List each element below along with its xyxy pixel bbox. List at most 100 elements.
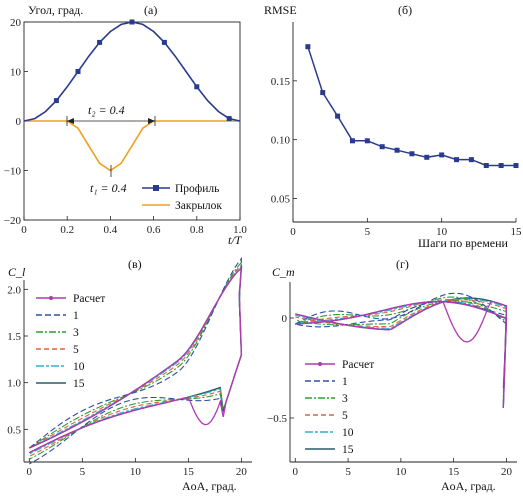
legend-label-3: 3 — [342, 393, 348, 405]
x-tick-label: 20 — [501, 466, 513, 478]
rmse-line — [307, 46, 516, 167]
panel-a-xlabel: t/T — [228, 233, 243, 247]
panel-c-ylabel: C_l — [8, 265, 26, 279]
legend-profile-label: Профиль — [175, 183, 219, 195]
rmse-point — [439, 152, 445, 158]
y-tick-label: 20 — [10, 17, 22, 29]
t2-annotation: t₂ = 0.4 — [88, 103, 125, 117]
profile-marker — [75, 69, 81, 74]
panel-b-ticks: 0 5 10 15 0.15 0.10 0.05 — [271, 76, 522, 238]
loop-series-15 — [295, 297, 508, 409]
t1-annotation: t₁ = 0.4 — [90, 181, 127, 195]
x-tick-label: 0.6 — [147, 224, 161, 236]
y-tick-label: 1.5 — [7, 331, 21, 343]
rmse-point — [364, 138, 370, 144]
y-tick-label: 0 — [16, 116, 22, 128]
panel-a-legend: Профиль Закрылок — [142, 183, 222, 212]
legend-calc-marker — [49, 296, 53, 300]
legend-label-15: 15 — [342, 444, 354, 456]
profile-marker — [161, 39, 167, 45]
x-tick-label: 15 — [448, 466, 460, 478]
y-tick-label: −0.5 — [267, 413, 287, 425]
panel-c: C_l (в) AoA, град. 0 5 10 15 202.01.51.00.5 … — [7, 256, 252, 493]
y-tick-label: −10 — [4, 166, 22, 178]
t2-arrow-right-icon — [148, 118, 155, 124]
panel-d-legend: Расчет 1 3 5 10 15 — [305, 359, 374, 456]
x-tick-label: 10 — [395, 466, 407, 478]
loop-series-15 — [28, 266, 243, 454]
legend-label-3: 3 — [73, 327, 79, 339]
profile-line — [23, 21, 241, 122]
panel-b-series — [305, 44, 519, 169]
panel-c-legend: Расчет 1 3 5 10 15 — [36, 293, 105, 390]
y-tick-label: 10 — [10, 67, 22, 79]
rmse-point — [335, 113, 341, 119]
loop-series-10 — [295, 298, 507, 406]
panel-b-label: (б) — [398, 3, 412, 17]
legend-label-10: 10 — [342, 427, 354, 439]
profile-marker — [53, 98, 59, 104]
rmse-point — [498, 163, 504, 169]
panel-d-ticks: 0 5 10 15 20 0 −0.5 — [267, 313, 512, 478]
x-tick-label: 0.2 — [60, 224, 74, 236]
panel-b-ylabel: RMSE — [264, 3, 297, 17]
x-tick-label: 0.4 — [104, 224, 118, 236]
rmse-point — [454, 157, 460, 163]
rmse-point — [468, 157, 474, 163]
x-tick-label: 0.8 — [190, 224, 204, 236]
y-tick-label: 0.15 — [271, 76, 291, 88]
x-tick-label: 0 — [290, 226, 296, 238]
t2-arrow-left-icon — [67, 118, 74, 124]
rmse-point — [349, 138, 355, 144]
x-tick-label: 15 — [183, 466, 195, 478]
panel-d-series — [295, 292, 508, 409]
x-tick-label: 1.0 — [233, 224, 247, 236]
panel-c-xlabel: AoA, град. — [182, 479, 237, 493]
x-tick-label: 10 — [436, 226, 448, 238]
x-tick-label: 20 — [236, 466, 248, 478]
legend-label-5: 5 — [342, 410, 348, 422]
x-tick-label: 5 — [345, 466, 351, 478]
panel-c-ticks: 0 5 10 15 202.01.51.00.5 — [7, 284, 247, 478]
y-tick-label: 0.10 — [271, 135, 291, 147]
panel-b: RMSE (б) Шаги по времени 0 5 10 150.150.100… — [264, 3, 522, 250]
panel-d-label: (г) — [396, 257, 409, 271]
y-tick-label: 0.5 — [7, 424, 21, 436]
loop-series-10 — [29, 265, 243, 455]
panel-c-series — [28, 256, 243, 465]
profile-marker — [97, 39, 103, 45]
profile-marker — [226, 116, 232, 122]
legend-label-calc: Расчет — [342, 359, 374, 371]
y-tick-label: 0.05 — [271, 193, 291, 205]
y-tick-label: 0 — [282, 313, 288, 325]
rmse-point — [305, 44, 311, 50]
loop-series-5 — [29, 263, 243, 457]
legend-flap-label: Закрылок — [175, 200, 222, 212]
x-tick-label: 0 — [27, 466, 33, 478]
panel-d-xlabel: AoA, град. — [441, 479, 496, 493]
panel-b-xlabel: Шаги по времени — [418, 236, 509, 250]
panel-d: C_m (г) AoA, град. 0 5 10 15 20 0 −0.5 Расчет 1… — [267, 257, 517, 493]
y-tick-label: −20 — [4, 215, 22, 227]
x-tick-label: 0 — [293, 466, 299, 478]
rmse-point — [424, 154, 430, 160]
loop-series-calc — [295, 300, 508, 409]
y-tick-label: 1.0 — [7, 378, 21, 390]
rmse-point — [379, 144, 385, 150]
rmse-point — [409, 151, 415, 157]
legend-profile-marker — [153, 185, 159, 191]
x-tick-label: 0 — [21, 224, 27, 236]
rmse-point — [320, 90, 326, 96]
panel-d-ylabel: C_m — [272, 265, 295, 279]
x-tick-label: 15 — [511, 226, 523, 238]
loop-series-calc — [28, 266, 243, 454]
legend-calc-marker — [318, 362, 322, 366]
x-tick-label: 5 — [365, 226, 371, 238]
panel-a: Угол, град. (а) t/T 0 0.2 0.4 0.6 0.8 1.0 20 10… — [4, 3, 248, 247]
legend-label-10: 10 — [73, 361, 85, 373]
flap-line — [24, 120, 240, 172]
legend-label-1: 1 — [73, 310, 79, 322]
x-tick-label: 10 — [130, 466, 142, 478]
profile-marker — [129, 19, 135, 25]
